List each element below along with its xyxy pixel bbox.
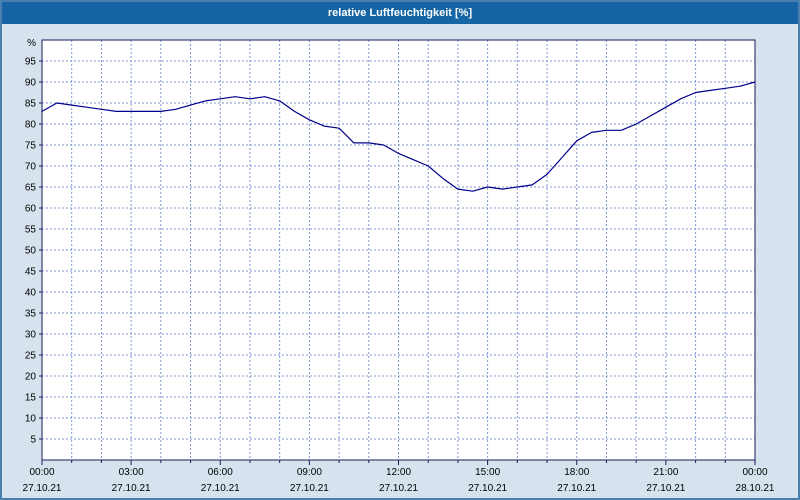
window-title: relative Luftfeuchtigkeit [%] [327, 7, 473, 19]
humidity-line-chart: 5 10 15 20 25 30 35 40 45 50 55 60 65 70 75 80 85 90 95% 00… [23, 38, 775, 494]
svg-text:75: 75 [25, 141, 37, 152]
svg-text:00:00: 00:00 [29, 467, 54, 478]
svg-text:03:00: 03:00 [119, 467, 144, 478]
svg-text:15:00: 15:00 [475, 467, 500, 478]
svg-text:27.10.21: 27.10.21 [646, 483, 685, 494]
svg-text:18:00: 18:00 [564, 467, 589, 478]
svg-text:10: 10 [25, 414, 37, 425]
chart-area: 5 10 15 20 25 30 35 40 45 50 55 60 65 70 75 80 85 90 95% 00… [2, 24, 798, 498]
svg-text:27.10.21: 27.10.21 [557, 483, 596, 494]
svg-text:27.10.21: 27.10.21 [201, 483, 240, 494]
title-bar: relative Luftfeuchtigkeit [%] [2, 2, 798, 24]
svg-text:09:00: 09:00 [297, 467, 322, 478]
svg-text:25: 25 [25, 351, 37, 362]
svg-text:80: 80 [25, 120, 37, 131]
svg-text:55: 55 [25, 225, 37, 236]
svg-text:95: 95 [25, 57, 37, 68]
svg-text:27.10.21: 27.10.21 [468, 483, 507, 494]
svg-text:00:00: 00:00 [742, 467, 767, 478]
svg-text:12:00: 12:00 [386, 467, 411, 478]
svg-text:27.10.21: 27.10.21 [290, 483, 329, 494]
svg-text:20: 20 [25, 372, 37, 383]
svg-text:45: 45 [25, 267, 37, 278]
svg-text:30: 30 [25, 330, 37, 341]
svg-text:%: % [27, 38, 36, 49]
svg-text:28.10.21: 28.10.21 [736, 483, 775, 494]
svg-text:27.10.21: 27.10.21 [23, 483, 62, 494]
svg-text:15: 15 [25, 393, 37, 404]
svg-text:06:00: 06:00 [208, 467, 233, 478]
svg-text:65: 65 [25, 183, 37, 194]
svg-text:27.10.21: 27.10.21 [379, 483, 418, 494]
svg-text:40: 40 [25, 288, 37, 299]
svg-text:35: 35 [25, 309, 37, 320]
svg-text:50: 50 [25, 246, 37, 257]
svg-text:60: 60 [25, 204, 37, 215]
svg-text:21:00: 21:00 [653, 467, 678, 478]
svg-text:90: 90 [25, 78, 37, 89]
svg-text:5: 5 [30, 435, 36, 446]
svg-text:70: 70 [25, 162, 37, 173]
svg-text:85: 85 [25, 99, 37, 110]
svg-text:27.10.21: 27.10.21 [112, 483, 151, 494]
